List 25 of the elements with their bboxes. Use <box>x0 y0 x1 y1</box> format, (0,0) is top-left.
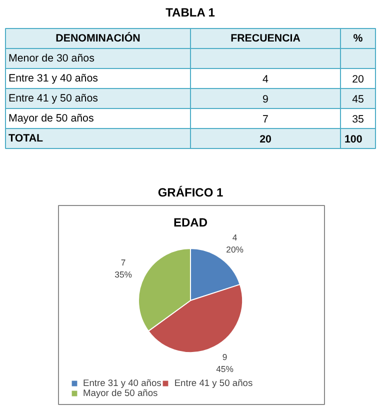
text: 4 <box>262 74 269 86</box>
text: DENOMINACIÓN <box>56 32 140 44</box>
legend-label: Entre 31 y 40 años <box>83 378 162 388</box>
text: Entre 31 y 40 años <box>8 72 98 84</box>
data-label: 7 35% <box>114 258 132 280</box>
text: FRECUENCIA <box>230 32 301 44</box>
text: % <box>353 32 364 44</box>
text: 20 <box>260 134 272 146</box>
text: 45 <box>352 94 364 106</box>
text: Menor de 30 años <box>8 52 94 64</box>
chart-title: EDAD <box>174 216 208 230</box>
text: Mayor de 50 años <box>8 112 94 124</box>
text: TOTAL <box>8 132 44 144</box>
text: 9 <box>262 94 269 106</box>
text: 20 <box>352 74 364 86</box>
text: 35 <box>352 114 364 126</box>
legend-label: Entre 41 y 50 años <box>174 378 253 388</box>
text: 100 <box>344 134 362 146</box>
text: GRÁFICO 1 <box>158 186 224 200</box>
data-label: 4 20% <box>226 232 244 255</box>
legend-label: Mayor de 50 años <box>83 388 158 398</box>
data-label: 9 45% <box>216 352 234 374</box>
text: 7 <box>262 114 269 126</box>
text: TABLA 1 <box>166 6 216 20</box>
text: Entre 41 y 50 años <box>8 92 98 104</box>
